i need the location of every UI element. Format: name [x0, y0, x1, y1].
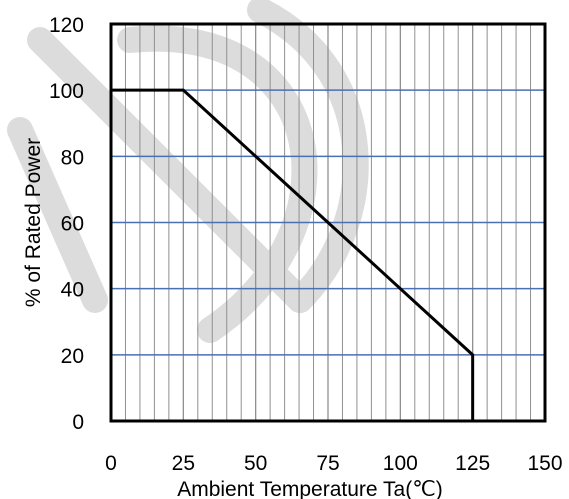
y-tick-label: 60	[61, 213, 84, 236]
x-tick-label: 150	[527, 452, 562, 475]
x-tick-label: 50	[244, 452, 267, 475]
y-tick-label: 100	[49, 80, 84, 103]
y-tick-label: 80	[61, 146, 84, 169]
x-tick-label: 125	[455, 452, 490, 475]
y-tick-label: 120	[49, 14, 84, 37]
y-axis-title: % of Rated Power	[22, 138, 45, 307]
watermark-stroke	[7, 117, 108, 313]
x-tick-label: 0	[105, 452, 117, 475]
series-layer	[111, 88, 475, 421]
x-tick-label: 25	[172, 452, 195, 475]
plot-frame	[109, 22, 547, 423]
x-axis-title: Ambient Temperature Ta(℃)	[177, 478, 443, 499]
x-tick-labels: 0 25 50 75 100 125 150	[105, 452, 562, 475]
x-tick-label: 75	[316, 452, 339, 475]
y-tick-label: 0	[72, 411, 84, 434]
watermark-stroke	[27, 27, 313, 313]
y-tick-labels: 0 20 40 60 80 100 120	[49, 14, 84, 434]
y-tick-label: 40	[61, 279, 84, 302]
derating-curve	[111, 88, 475, 421]
watermark-stroke	[117, 25, 318, 343]
y-tick-label: 20	[61, 345, 84, 368]
x-tick-label: 100	[383, 452, 418, 475]
